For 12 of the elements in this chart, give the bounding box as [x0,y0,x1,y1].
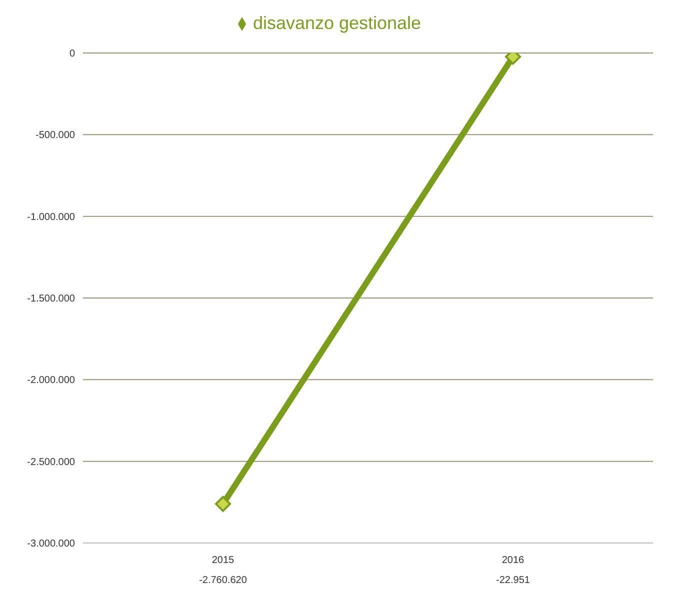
y-tick-label: -1.500.000 [27,294,76,305]
y-tick-label: -2.000.000 [27,375,76,386]
legend-label: disavanzo gestionale [252,13,422,33]
data-label: -2.760.620 [199,575,248,586]
data-label: -22.951 [496,575,530,586]
y-tick-label: -500.000 [36,130,76,142]
y-tick-label: -1.000.000 [27,212,76,223]
y-tick-label: -3.000.000 [27,538,76,550]
y-tick-label: 0 [69,48,76,60]
x-tick-label: 2015 [212,555,235,566]
x-tick-label: 2016 [502,555,525,566]
y-tick-label: -2.500.000 [27,456,76,468]
